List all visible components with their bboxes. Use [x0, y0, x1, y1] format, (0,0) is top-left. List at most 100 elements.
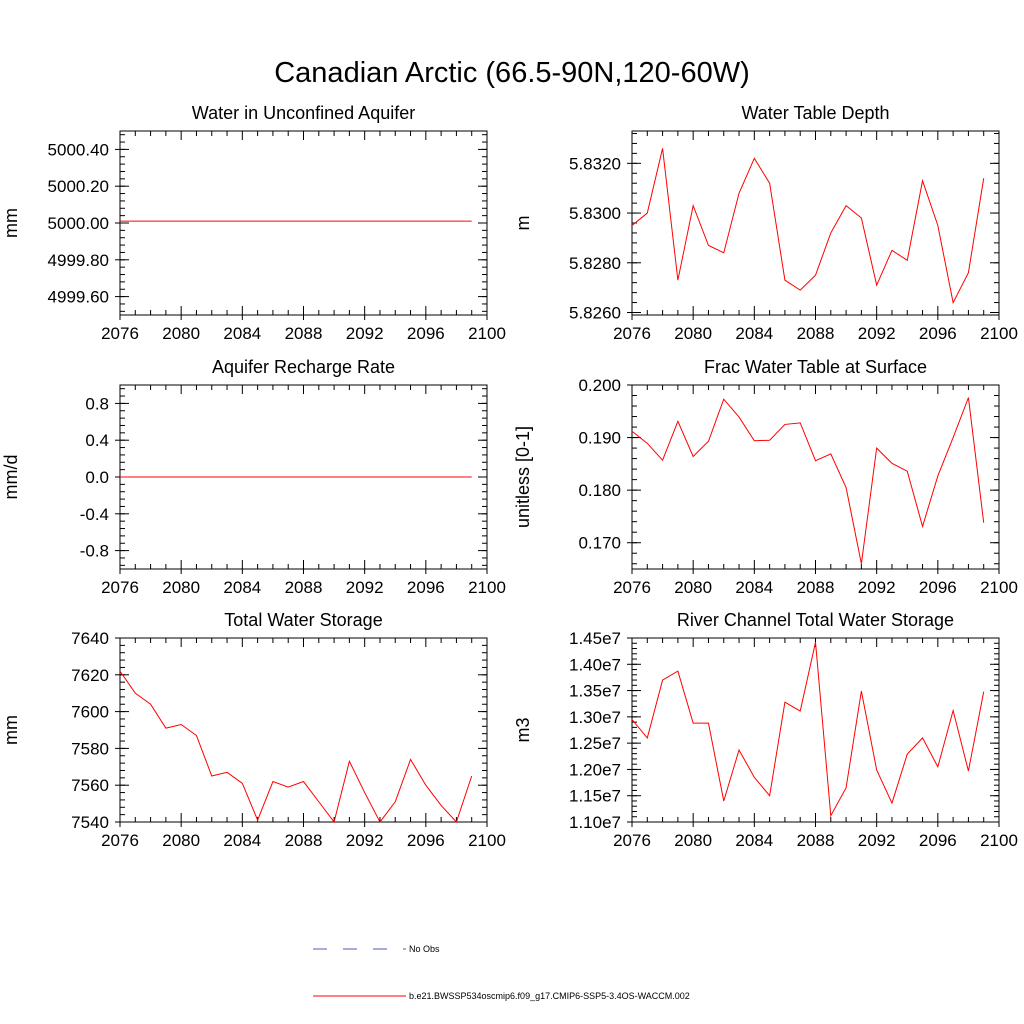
y-tick-label-water-in-unconfined-aquifer: 4999.60: [48, 288, 109, 307]
x-tick-label-water-in-unconfined-aquifer: 2076: [101, 324, 139, 343]
y-tick-label-total-water-storage: 7620: [71, 666, 109, 685]
plot-frame-frac-water-table-at-surface: [631, 384, 1000, 570]
x-tick-label-frac-water-table-at-surface: 2088: [797, 578, 835, 597]
panel-total-water-storage: Total Water Storage 2076 2080 2084 2088 2092 2…: [1, 610, 506, 850]
x-tick-label-water-in-unconfined-aquifer: 2092: [346, 324, 384, 343]
y-tick-label-water-table-depth: 5.8320: [569, 154, 621, 173]
plot-frame-river-channel-total-water-storage: [631, 637, 1000, 823]
x-tick-label-total-water-storage: 2092: [346, 831, 384, 850]
panel-water-table-depth: Water Table Depth 2076 2080 2084 2088 2092 209…: [513, 103, 1018, 343]
x-tick-label-water-table-depth: 2100: [980, 324, 1018, 343]
legend-item-model-run: b.e21.BWSSP534oscmip6.f09_g17.CMIP6-SSP5…: [313, 991, 690, 1001]
y-tick-label-river-channel-total-water-storage: 1.35e7: [569, 682, 621, 701]
x-tick-label-frac-water-table-at-surface: 2084: [735, 578, 773, 597]
y-tick-label-river-channel-total-water-storage: 1.30e7: [569, 708, 621, 727]
x-tick-label-total-water-storage: 2076: [101, 831, 139, 850]
series-line-frac-water-table-at-surface: [631, 397, 985, 564]
y-tick-label-aquifer-recharge-rate: 0.4: [85, 431, 109, 450]
series-line-water-table-depth: [631, 148, 985, 305]
x-tick-label-aquifer-recharge-rate: 2080: [162, 578, 200, 597]
y-tick-label-frac-water-table-at-surface: 0.180: [578, 481, 621, 500]
x-tick-label-frac-water-table-at-surface: 2092: [858, 578, 896, 597]
y-axis-label-frac-water-table-at-surface: unitless [0-1]: [513, 426, 533, 528]
y-axis-label-total-water-storage: mm: [1, 715, 21, 745]
panel-aquifer-recharge-rate: Aquifer Recharge Rate 2076 2080 2084 2088 209…: [1, 357, 506, 597]
x-tick-label-water-in-unconfined-aquifer: 2080: [162, 324, 200, 343]
x-tick-label-frac-water-table-at-surface: 2100: [980, 578, 1018, 597]
y-tick-label-frac-water-table-at-surface: 0.190: [578, 429, 621, 448]
series-line-river-channel-total-water-storage: [631, 642, 985, 818]
series-line-total-water-storage: [119, 670, 473, 824]
x-tick-label-water-in-unconfined-aquifer: 2084: [223, 324, 261, 343]
y-tick-label-total-water-storage: 7600: [71, 703, 109, 722]
y-tick-label-river-channel-total-water-storage: 1.10e7: [569, 813, 621, 832]
x-tick-label-water-table-depth: 2096: [919, 324, 957, 343]
panel-title-water-table-depth: Water Table Depth: [741, 103, 889, 123]
x-tick-label-water-in-unconfined-aquifer: 2100: [468, 324, 506, 343]
panel-title-river-channel-total-water-storage: River Channel Total Water Storage: [677, 610, 954, 630]
x-tick-label-total-water-storage: 2088: [285, 831, 323, 850]
panel-title-water-in-unconfined-aquifer: Water in Unconfined Aquifer: [192, 103, 415, 123]
x-tick-label-water-table-depth: 2088: [797, 324, 835, 343]
panel-water-in-unconfined-aquifer: Water in Unconfined Aquifer 2076 2080 2084 2…: [1, 103, 506, 343]
x-tick-label-frac-water-table-at-surface: 2096: [919, 578, 957, 597]
y-tick-label-river-channel-total-water-storage: 1.25e7: [569, 734, 621, 753]
x-tick-label-river-channel-total-water-storage: 2100: [980, 831, 1018, 850]
plot-frame-water-in-unconfined-aquifer: [119, 130, 488, 316]
x-tick-label-water-table-depth: 2076: [613, 324, 651, 343]
y-tick-label-river-channel-total-water-storage: 1.20e7: [569, 760, 621, 779]
x-tick-label-river-channel-total-water-storage: 2076: [613, 831, 651, 850]
x-tick-label-aquifer-recharge-rate: 2088: [285, 578, 323, 597]
x-tick-label-frac-water-table-at-surface: 2076: [613, 578, 651, 597]
x-tick-label-total-water-storage: 2100: [468, 831, 506, 850]
y-tick-label-river-channel-total-water-storage: 1.45e7: [569, 629, 621, 648]
y-tick-label-aquifer-recharge-rate: 0.8: [85, 394, 109, 413]
y-tick-label-water-table-depth: 5.8260: [569, 304, 621, 323]
panels: Water in Unconfined Aquifer 2076 2080 2084 2…: [1, 103, 1018, 850]
y-axis-label-river-channel-total-water-storage: m3: [513, 717, 533, 742]
x-tick-label-river-channel-total-water-storage: 2096: [919, 831, 957, 850]
figure-title: Canadian Arctic (66.5-90N,120-60W): [274, 57, 750, 89]
legend: No Obs b.e21.BWSSP534oscmip6.f09_g17.CMI…: [313, 944, 690, 1001]
y-axis-label-water-table-depth: m: [513, 216, 533, 231]
panel-river-channel-total-water-storage: River Channel Total Water Storage 2076 208…: [513, 610, 1018, 850]
x-tick-label-aquifer-recharge-rate: 2096: [407, 578, 445, 597]
x-tick-label-total-water-storage: 2096: [407, 831, 445, 850]
legend-label-no-obs: No Obs: [409, 944, 440, 954]
y-axis-label-water-in-unconfined-aquifer: mm: [1, 208, 21, 238]
y-tick-label-total-water-storage: 7540: [71, 813, 109, 832]
legend-label-model-run: b.e21.BWSSP534oscmip6.f09_g17.CMIP6-SSP5…: [409, 991, 690, 1001]
y-tick-label-frac-water-table-at-surface: 0.200: [578, 376, 621, 395]
y-tick-label-water-in-unconfined-aquifer: 5000.20: [48, 177, 109, 196]
y-axis-label-aquifer-recharge-rate: mm/d: [1, 455, 21, 500]
legend-item-no-obs: No Obs: [313, 944, 440, 954]
y-tick-label-total-water-storage: 7560: [71, 776, 109, 795]
x-tick-label-water-table-depth: 2080: [674, 324, 712, 343]
x-tick-label-aquifer-recharge-rate: 2100: [468, 578, 506, 597]
y-tick-label-aquifer-recharge-rate: -0.4: [80, 505, 109, 524]
plot-frame-water-table-depth: [631, 130, 1000, 316]
x-tick-label-aquifer-recharge-rate: 2092: [346, 578, 384, 597]
panel-title-total-water-storage: Total Water Storage: [224, 610, 382, 630]
x-tick-label-water-table-depth: 2084: [735, 324, 773, 343]
x-tick-label-water-table-depth: 2092: [858, 324, 896, 343]
y-tick-label-water-table-depth: 5.8280: [569, 254, 621, 273]
x-tick-label-river-channel-total-water-storage: 2084: [735, 831, 773, 850]
panel-frac-water-table-at-surface: Frac Water Table at Surface 2076 2080 2084 2…: [513, 357, 1018, 597]
x-tick-label-aquifer-recharge-rate: 2084: [223, 578, 261, 597]
y-tick-label-water-in-unconfined-aquifer: 5000.40: [48, 140, 109, 159]
y-tick-label-river-channel-total-water-storage: 1.40e7: [569, 655, 621, 674]
x-tick-label-river-channel-total-water-storage: 2080: [674, 831, 712, 850]
x-tick-label-total-water-storage: 2080: [162, 831, 200, 850]
panel-title-frac-water-table-at-surface: Frac Water Table at Surface: [704, 357, 927, 377]
plot-frame-total-water-storage: [119, 637, 488, 823]
y-tick-label-aquifer-recharge-rate: -0.8: [80, 542, 109, 561]
y-tick-label-water-in-unconfined-aquifer: 4999.80: [48, 251, 109, 270]
x-tick-label-frac-water-table-at-surface: 2080: [674, 578, 712, 597]
panel-title-aquifer-recharge-rate: Aquifer Recharge Rate: [212, 357, 395, 377]
x-tick-label-water-in-unconfined-aquifer: 2096: [407, 324, 445, 343]
y-tick-label-total-water-storage: 7640: [71, 629, 109, 648]
y-tick-label-water-table-depth: 5.8300: [569, 204, 621, 223]
y-tick-label-aquifer-recharge-rate: 0.0: [85, 468, 109, 487]
